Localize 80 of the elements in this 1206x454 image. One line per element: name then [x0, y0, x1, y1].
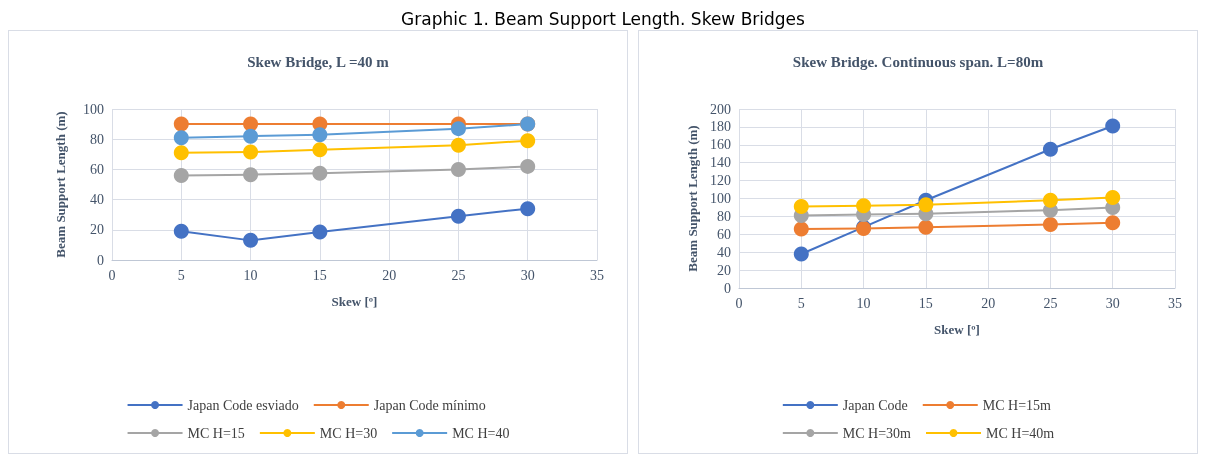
point [1105, 118, 1121, 134]
point [520, 133, 536, 149]
point [243, 144, 259, 160]
y-tick-label: 120 [710, 173, 731, 189]
x-tick-label: 35 [590, 267, 604, 283]
point [1042, 192, 1058, 208]
y-tick-label: 100 [710, 191, 731, 206]
point [793, 199, 809, 215]
y-tick-label: 80 [717, 208, 731, 224]
point [243, 128, 259, 144]
y-tick-label: 40 [717, 244, 731, 260]
legend-label: Japan Code [842, 397, 908, 413]
x-axis-title: Skew [º] [331, 294, 378, 309]
point [173, 116, 189, 132]
chart-title: Skew Bridge. Continuous span. L=80m [792, 53, 1044, 70]
point [312, 165, 328, 181]
point [173, 130, 189, 146]
point [312, 224, 328, 240]
y-tick-label: 20 [90, 222, 104, 238]
x-tick-label: 20 [981, 295, 996, 311]
text: Graphic 1. Beam Support Length. Skew Bridges [401, 9, 805, 29]
point [450, 137, 466, 153]
y-tick-label: 200 [710, 101, 731, 117]
point [856, 198, 872, 214]
legend-label: Japan Code mínimo [373, 397, 486, 413]
point [312, 142, 328, 158]
legend-label: MC H=15 [187, 425, 245, 441]
point [1042, 216, 1058, 232]
point [793, 246, 809, 262]
legend-label: MC H=30m [842, 425, 912, 441]
point [918, 197, 934, 213]
chart-title: Skew Bridge, L =40 m [247, 53, 390, 70]
x-tick-label: 25 [451, 267, 466, 283]
legend-label: Japan Code esviado [187, 397, 299, 413]
x-tick-label: 5 [797, 295, 805, 311]
x-tick-label: 0 [735, 295, 743, 311]
y-tick-label: 60 [717, 226, 731, 242]
point [793, 221, 809, 237]
point [520, 158, 536, 174]
x-tick-label: 15 [312, 267, 327, 283]
y-tick-label: 60 [90, 161, 104, 177]
point [243, 167, 259, 183]
point [173, 223, 189, 239]
point [1105, 215, 1121, 231]
point [450, 208, 466, 224]
point [173, 145, 189, 161]
y-axis-title: Beam Support Length (m) [685, 125, 701, 272]
point [450, 161, 466, 177]
y-tick-label: 40 [90, 192, 104, 208]
x-tick-label: 30 [1105, 295, 1120, 311]
y-tick-label: 0 [97, 252, 104, 268]
x-tick-label: 30 [520, 267, 535, 283]
point [918, 219, 934, 235]
x-tick-label: 20 [382, 267, 397, 283]
point [450, 121, 466, 137]
y-tick-label: 80 [90, 131, 104, 147]
legend-label: MC H=30 [319, 425, 378, 441]
point [1042, 141, 1058, 157]
x-tick-label: 15 [918, 295, 933, 311]
x-tick-label: 0 [108, 267, 116, 283]
x-tick-label: 5 [177, 267, 185, 283]
y-tick-label: 180 [710, 119, 731, 135]
point [173, 167, 189, 183]
x-tick-label: 25 [1043, 295, 1058, 311]
y-tick-label: 160 [710, 137, 731, 153]
legend-label: MC H=40m [986, 425, 1055, 441]
legend-label: MC H=15m [982, 397, 1052, 413]
point [520, 201, 536, 217]
y-tick-label: 100 [83, 101, 104, 117]
point [312, 127, 328, 143]
y-tick-label: 140 [710, 155, 731, 171]
legend-label: MC H=40 [452, 425, 510, 441]
point [243, 232, 259, 248]
point [1105, 190, 1121, 206]
x-axis-title: Skew [º] [934, 322, 980, 337]
x-tick-label: 10 [243, 267, 258, 283]
x-tick-label: 10 [856, 295, 871, 311]
x-tick-label: 35 [1168, 295, 1182, 311]
y-axis-title: Beam Support Length (m) [53, 111, 68, 258]
y-tick-label: 0 [724, 280, 731, 296]
